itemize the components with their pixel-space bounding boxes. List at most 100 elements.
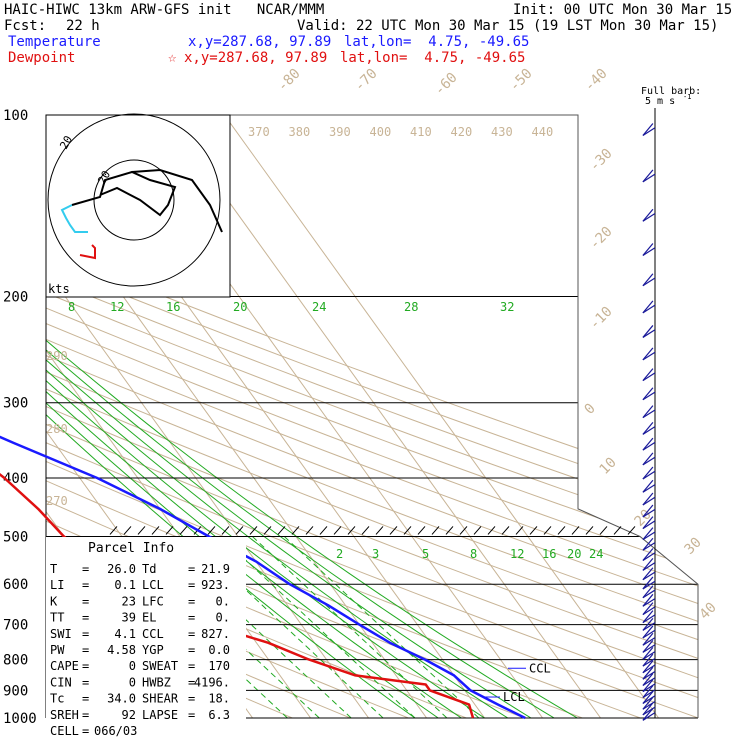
isotherm-label: -50 — [507, 66, 536, 95]
dry-adiabat-line — [46, 115, 351, 718]
temperature-legend: Temperature — [8, 34, 101, 50]
wind-barb-staff — [642, 644, 656, 653]
hodograph-trace-black — [71, 170, 177, 217]
parcel-param-name: Td — [142, 562, 156, 576]
parcel-equals: = — [82, 611, 89, 625]
isobar-tick — [571, 526, 580, 535]
isotherm-line — [166, 115, 602, 718]
wind-barb-feather — [642, 537, 654, 551]
isobar-tick — [501, 526, 510, 535]
wind-barb-feather — [642, 452, 654, 466]
isobar-tick — [305, 526, 314, 535]
wind-barb-staff — [642, 571, 656, 581]
isotherm-label: -10 — [587, 304, 616, 333]
parcel-equals: = — [82, 692, 89, 706]
isobar-tick — [515, 526, 524, 535]
hodograph-box — [45, 114, 231, 298]
mixing-ratio-label: 24 — [589, 547, 603, 561]
dry-adiabat-line — [46, 115, 698, 718]
wind-barb-feather — [642, 593, 654, 607]
parcel-param-value: 4.58 — [107, 643, 136, 657]
parcel-equals: = — [82, 643, 89, 657]
wind-barb-staff — [642, 247, 656, 256]
dry-adiabat-line — [46, 115, 698, 718]
isobar-tick — [207, 526, 216, 535]
wind-barb-feather — [642, 325, 654, 338]
parcel-param-name: K — [50, 594, 58, 608]
wind-barb-staff — [642, 127, 656, 136]
parcel-info-box — [46, 537, 246, 727]
parcel-param-value: 0.0 — [208, 643, 230, 657]
isobar-tick — [389, 526, 398, 535]
wind-barb-staff — [642, 637, 656, 646]
wind-barb-staff — [642, 712, 656, 721]
parcel-equals: = — [188, 675, 195, 689]
parcel-param-name: TT — [50, 611, 64, 625]
hodograph-ring-label: 20 — [95, 169, 113, 187]
isotherm-label: 0 — [582, 401, 599, 418]
isobar-tick — [165, 526, 174, 535]
mixing-ratio-label: 20 — [233, 300, 247, 314]
theta-label: 400 — [370, 125, 392, 139]
parcel-param-value: 0.1 — [114, 578, 136, 592]
parcel-param-name: LAPSE — [142, 708, 178, 722]
parcel-param-value: 923. — [201, 578, 230, 592]
dry-adiabat-line — [46, 115, 698, 718]
parcel-param-name: SWEAT — [142, 659, 178, 673]
isobar-tick — [529, 526, 538, 535]
parcel-param-value: 827. — [201, 627, 230, 641]
parcel-param-value: 26.0 — [107, 562, 136, 576]
wind-barb-staff — [642, 441, 656, 451]
wind-barb-staff — [642, 329, 656, 338]
wind-barb-staff — [642, 606, 656, 616]
wind-barb-staff — [642, 531, 656, 541]
isobar-tick — [445, 526, 454, 535]
valid-time: Valid: 22 UTC Mon 30 Mar 15 (19 LST Mon … — [297, 18, 719, 34]
wind-barb-feather — [642, 516, 654, 529]
wind-barb-staff — [642, 562, 656, 571]
model-title: HAIC-HIWC 13km ARW-GFS init NCAR/MMM — [4, 2, 325, 18]
wind-barb-feather — [642, 685, 654, 698]
wind-barb-staff — [642, 701, 656, 710]
parcel-param-name: SHEAR — [142, 692, 179, 706]
parcel-param-value: 4.1 — [114, 627, 136, 641]
mixing-ratio-line — [283, 536, 480, 718]
wind-barb-staff — [642, 391, 656, 401]
init-time: Init: 00 UTC Mon 30 Mar 15 — [513, 2, 733, 18]
parcel-param-value: 4196. — [194, 675, 230, 689]
pressure-label: 300 — [3, 396, 28, 412]
mixing-ratio-label: 24 — [312, 300, 326, 314]
wind-barb-staff — [642, 508, 656, 518]
theta-label: 370 — [248, 125, 270, 139]
parcel-equals: = — [188, 594, 195, 608]
parcel-equals: = — [188, 562, 195, 576]
wind-barb-staff — [642, 542, 656, 551]
parcel-param-name: LCL — [142, 578, 164, 592]
wind-barb-feather — [642, 696, 654, 710]
hodograph-ring-label: 20 — [57, 134, 75, 152]
plot-frame — [46, 114, 699, 718]
parcel-equals: = — [82, 659, 89, 673]
dry-adiabat-line — [46, 115, 698, 718]
parcel-param-name: SWI — [50, 627, 72, 641]
isobar-tick — [473, 526, 482, 535]
wind-barb-staff — [642, 351, 656, 361]
dry-adiabat-line — [46, 115, 698, 718]
mixing-ratio-label: 16 — [166, 300, 180, 314]
parcel-param-value: 34.0 — [107, 692, 136, 706]
wind-barb-feather — [642, 504, 654, 518]
wind-barb-staff — [642, 677, 656, 686]
mixing-ratio-label: 3 — [372, 547, 379, 561]
wind-barb-feather — [642, 585, 654, 599]
isobar-tick — [291, 526, 300, 535]
barb-legend-superscript: -1 — [683, 93, 691, 101]
parcel-equals: = — [188, 611, 195, 625]
isobar-tick — [417, 526, 426, 535]
wind-barb-staff — [642, 622, 656, 631]
wind-barb-feather — [642, 300, 654, 314]
parcel-equals: = — [82, 627, 89, 641]
isotherm-line — [46, 115, 370, 718]
parcel-param-value: 170 — [208, 659, 230, 673]
wind-barb-staff — [642, 456, 656, 466]
